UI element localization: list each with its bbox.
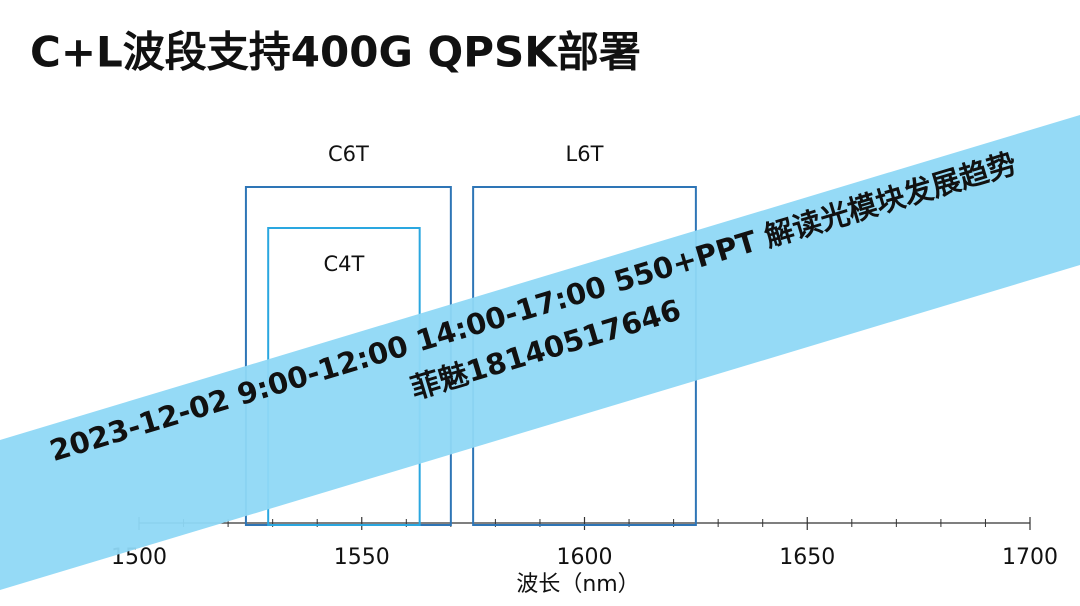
band-label: C4T xyxy=(324,252,365,276)
x-tick-label: 1550 xyxy=(334,545,390,570)
x-axis-label: 波长（nm） xyxy=(516,572,639,597)
banner-band xyxy=(0,115,1080,590)
x-tick-label: 1700 xyxy=(1002,545,1058,570)
band-label: C6T xyxy=(328,142,369,166)
x-tick-label: 1650 xyxy=(779,545,835,570)
slide-title: C+L波段支持400G QPSK部署 xyxy=(30,28,641,77)
band-label: L6T xyxy=(566,142,604,166)
x-tick-label: 1600 xyxy=(557,545,613,570)
